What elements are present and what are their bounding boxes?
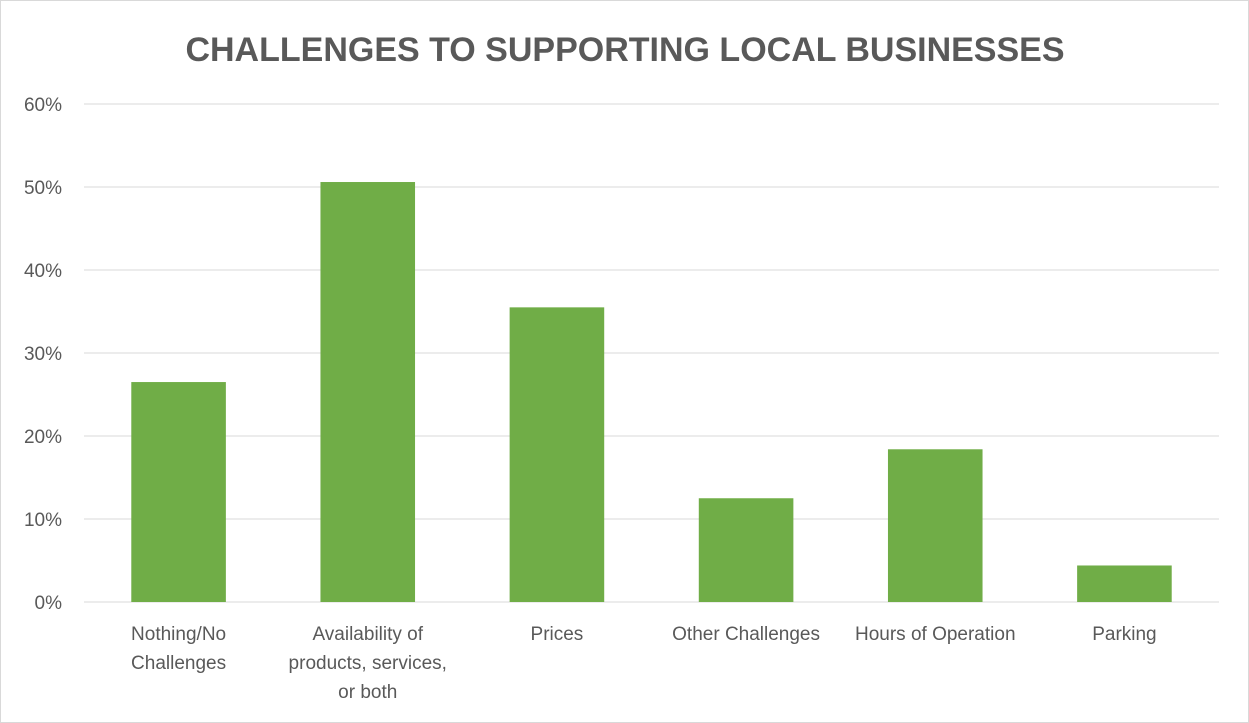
x-category-label-line: products, services, [289, 653, 447, 674]
bar [1077, 565, 1172, 602]
x-category-label-line: Parking [1092, 624, 1156, 645]
bar [887, 449, 983, 602]
y-tick-label: 0% [35, 593, 63, 614]
bar [320, 182, 416, 602]
y-tick-label: 40% [24, 261, 62, 282]
chart-title: CHALLENGES TO SUPPORTING LOCAL BUSINESSE… [185, 31, 1064, 69]
bar [131, 382, 226, 602]
bar [698, 498, 794, 602]
x-category-label: Availability of products, services, or bot… [289, 624, 447, 703]
x-category-label: Hours of Operation [855, 624, 1016, 645]
x-category-label-line: Other Challenges [672, 624, 820, 645]
x-category-label-line: Availability of [312, 624, 423, 645]
bars [131, 182, 1172, 602]
y-tick-label: 60% [24, 95, 62, 116]
x-category-label-line: Hours of Operation [855, 624, 1016, 645]
x-category-label-line: Nothing/No [131, 624, 226, 645]
x-category-label: Nothing/No Challenges [131, 624, 226, 674]
x-category-label: Other Challenges [672, 624, 820, 645]
x-category-label: Prices [531, 624, 584, 645]
x-category-label-line: or both [338, 682, 397, 703]
y-axis-tick-labels: 0% 10% 20% 30% 40% 50% 60% [24, 95, 62, 614]
x-axis-category-labels: Nothing/No Challenges Availability of produ… [131, 624, 1157, 703]
y-tick-label: 30% [24, 344, 62, 365]
y-tick-label: 50% [24, 178, 62, 199]
gridlines [84, 103, 1219, 603]
y-tick-label: 20% [24, 427, 62, 448]
y-tick-label: 10% [24, 510, 62, 531]
x-category-label: Parking [1092, 624, 1156, 645]
x-category-label-line: Prices [531, 624, 584, 645]
bar [509, 307, 605, 602]
x-category-label-line: Challenges [131, 653, 226, 674]
